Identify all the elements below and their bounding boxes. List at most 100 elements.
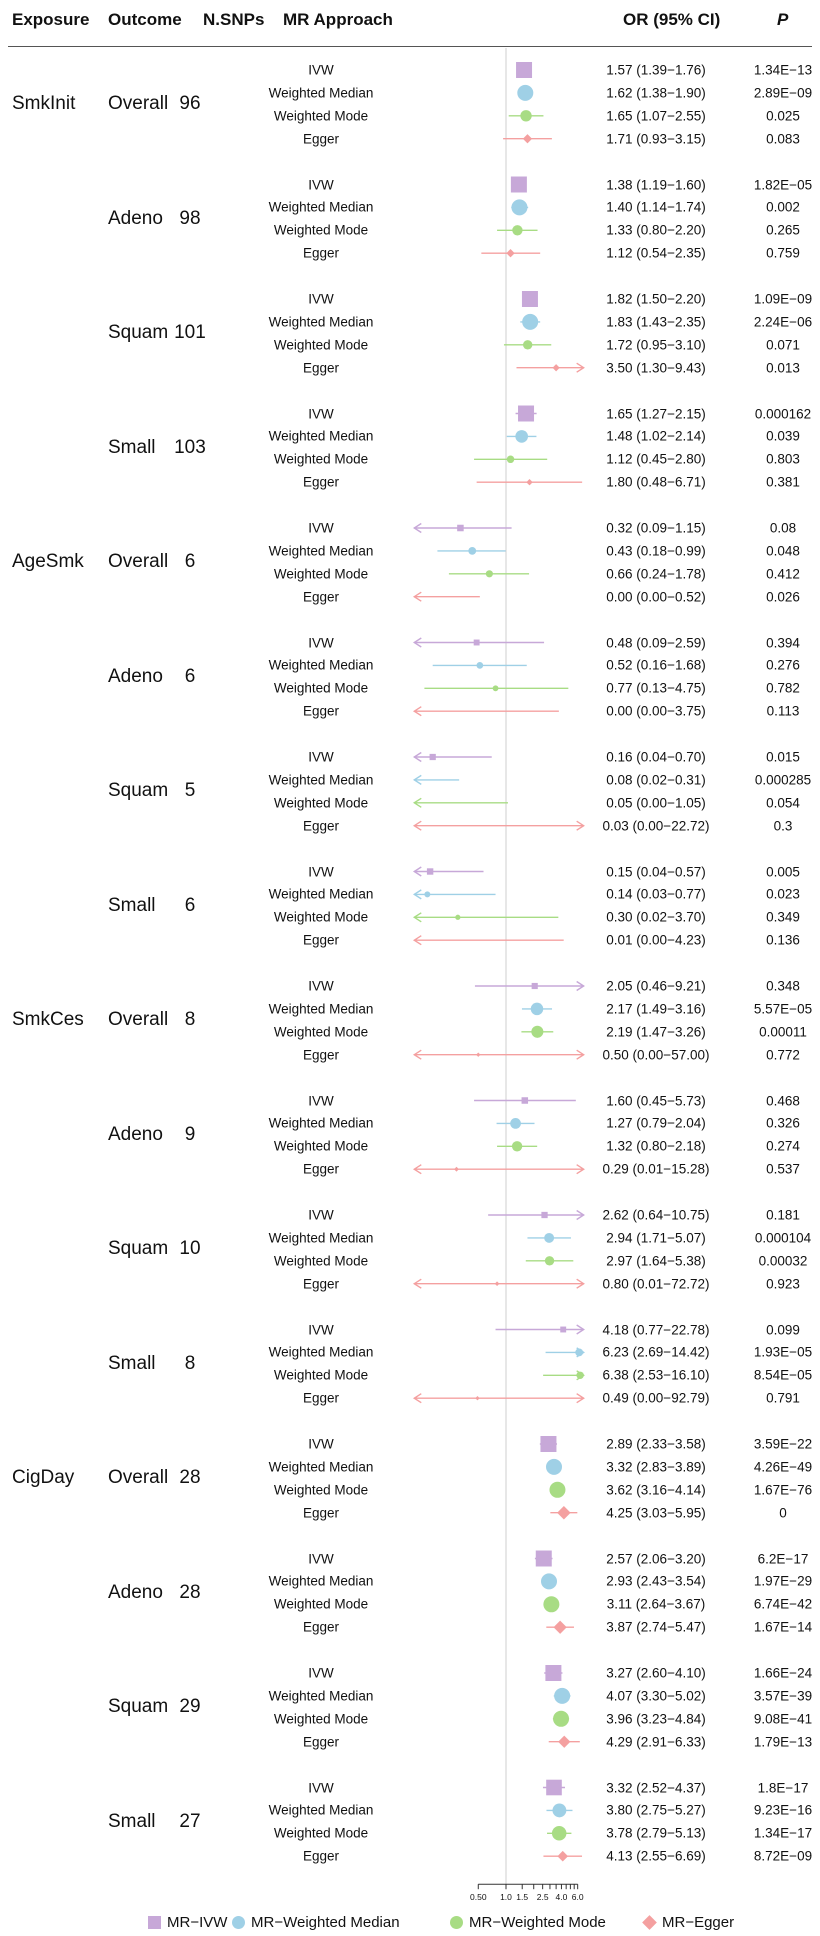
point-estimate-circle <box>554 1687 571 1704</box>
or-ci-text: 0.01 (0.00−4.23) <box>606 932 706 948</box>
outcome-label: Squam <box>108 1238 169 1260</box>
ci-arrow-left <box>412 637 422 648</box>
ci-arrow-left <box>412 1049 422 1060</box>
nsnps-value: 28 <box>179 1467 201 1489</box>
or-ci-text: 4.07 (3.30−5.02) <box>606 1688 706 1704</box>
p-value: 0.394 <box>766 635 800 650</box>
point-estimate-diamond <box>526 478 533 486</box>
or-ci-text: 2.89 (2.33−3.58) <box>606 1436 706 1452</box>
point-estimate-circle <box>576 1371 584 1380</box>
p-value: 1.97E−29 <box>753 1573 813 1589</box>
or-ci-text: 3.96 (3.23−4.84) <box>606 1711 706 1727</box>
outcome-label: Small <box>108 1810 156 1832</box>
p-value: 0.791 <box>766 1390 800 1406</box>
method-label: IVW <box>308 1551 334 1566</box>
method-label: Weighted Median <box>268 1573 374 1589</box>
ci-arrow-left <box>412 912 422 923</box>
point-estimate-circle <box>541 1573 558 1590</box>
point-estimate-circle <box>522 313 539 330</box>
method-label: Weighted Median <box>268 772 374 788</box>
method-label: Weighted Mode <box>273 909 369 925</box>
outcome-label: Adeno <box>108 665 163 687</box>
nsnps-value: 5 <box>184 780 196 802</box>
point-estimate-circle <box>530 1002 544 1016</box>
point-estimate-circle <box>468 547 477 555</box>
p-value: 0.054 <box>766 795 800 811</box>
table-header: Exposure Outcome N.SNPs MR Approach OR (… <box>0 0 820 44</box>
legend-item: MR−Weighted Mode <box>450 1914 606 1931</box>
method-label: IVW <box>308 749 334 765</box>
nsnps-value: 6 <box>184 665 196 687</box>
method-label: Egger <box>302 818 340 834</box>
or-ci-text: 0.77 (0.13−4.75) <box>606 680 706 696</box>
diamond-swatch-icon <box>642 1915 657 1930</box>
or-ci-text: 0.52 (0.16−1.68) <box>606 657 706 673</box>
or-ci-text: 2.62 (0.64−10.75) <box>602 1207 710 1223</box>
point-estimate-circle <box>544 1256 555 1266</box>
outcome-label: Adeno <box>108 207 163 229</box>
or-ci-text: 6.23 (2.69−14.42) <box>602 1344 710 1360</box>
or-ci-text: 3.32 (2.83−3.89) <box>606 1459 706 1475</box>
or-ci-text: 1.72 (0.95−3.10) <box>606 337 706 353</box>
point-estimate-diamond <box>454 1166 459 1172</box>
method-label: IVW <box>308 62 334 78</box>
method-label: IVW <box>308 978 334 994</box>
p-value: 0.083 <box>766 131 800 147</box>
p-value: 0.002 <box>766 199 800 215</box>
method-label: Egger <box>302 1848 340 1864</box>
point-estimate-circle <box>492 685 499 692</box>
nsnps-value: 98 <box>179 207 201 229</box>
or-ci-text: 1.62 (1.38−1.90) <box>606 85 706 101</box>
method-label: IVW <box>308 1665 334 1681</box>
point-estimate-square <box>531 982 538 990</box>
or-ci-text: 1.38 (1.19−1.60) <box>606 177 706 192</box>
method-label: Weighted Median <box>268 199 374 215</box>
or-ci-text: 3.32 (2.52−4.37) <box>606 1780 706 1795</box>
nsnps-value: 27 <box>179 1810 201 1832</box>
p-value: 0.412 <box>766 566 800 582</box>
point-estimate-circle <box>543 1596 560 1613</box>
p-value: 4.26E−49 <box>753 1459 813 1475</box>
x-tick-label: 0.50 <box>470 1892 487 1902</box>
point-estimate-square <box>560 1326 567 1333</box>
or-ci-text: 0.43 (0.18−0.99) <box>606 543 706 559</box>
method-label: IVW <box>308 291 334 307</box>
ci-arrow-left <box>412 820 422 831</box>
point-estimate-circle <box>424 891 431 898</box>
point-estimate-square <box>521 1097 529 1104</box>
p-value: 1.67E−76 <box>753 1482 813 1498</box>
method-label: Egger <box>302 1047 340 1063</box>
nsnps-value: 10 <box>179 1238 201 1260</box>
method-label: Weighted Median <box>268 85 374 101</box>
point-estimate-square <box>540 1436 557 1452</box>
or-ci-text: 1.12 (0.45−2.80) <box>606 451 706 467</box>
ci-arrow-right <box>576 362 585 373</box>
point-estimate-circle <box>476 662 484 669</box>
or-ci-text: 0.00 (0.00−3.75) <box>606 703 706 719</box>
p-value: 1.67E−14 <box>753 1619 813 1635</box>
p-value: 0.923 <box>766 1276 800 1292</box>
or-ci-text: 1.65 (1.07−2.55) <box>606 108 706 124</box>
or-ci-text: 1.33 (0.80−2.20) <box>606 222 706 238</box>
point-estimate-square <box>516 62 533 78</box>
point-estimate-square <box>545 1665 562 1681</box>
outcome-label: Squam <box>108 322 169 344</box>
or-ci-text: 1.48 (1.02−2.14) <box>606 428 706 444</box>
header-exposure: Exposure <box>12 10 90 29</box>
p-value: 0.005 <box>766 864 800 879</box>
method-label: Weighted Median <box>268 1802 374 1818</box>
nsnps-value: 96 <box>179 93 201 115</box>
p-value: 0 <box>779 1505 787 1521</box>
ci-arrow-left <box>412 1278 422 1289</box>
method-label: Egger <box>302 360 340 376</box>
p-value: 0.265 <box>766 222 800 238</box>
p-value: 1.82E−05 <box>753 177 813 192</box>
or-ci-text: 4.13 (2.55−6.69) <box>606 1848 706 1864</box>
p-value: 8.72E−09 <box>753 1848 813 1864</box>
nsnps-value: 103 <box>174 436 206 458</box>
p-value: 2.89E−09 <box>753 85 813 101</box>
point-estimate-circle <box>515 430 529 443</box>
x-tick-label: 2.5 <box>537 1892 549 1902</box>
point-estimate-square <box>510 176 527 193</box>
or-ci-text: 0.03 (0.00−22.72) <box>602 818 710 834</box>
